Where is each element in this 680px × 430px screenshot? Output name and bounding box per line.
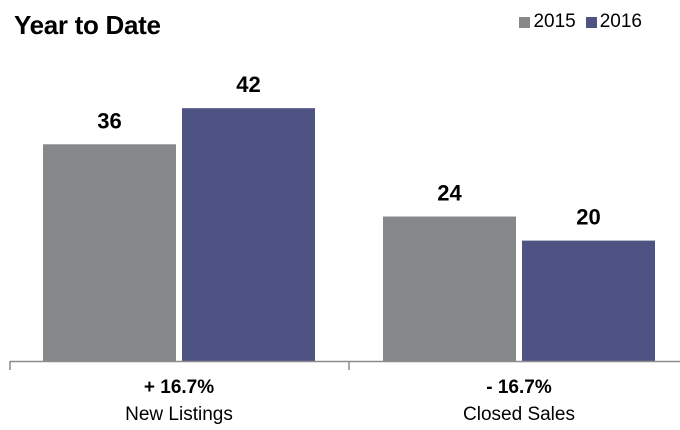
data-label-new-listings-2015: 36	[97, 108, 121, 133]
legend-label-2015: 2015	[533, 11, 576, 32]
category-label-new-listings: New Listings	[125, 404, 233, 425]
chart-title: Year to Date	[14, 10, 161, 40]
data-label-closed-sales-2016: 20	[576, 205, 600, 230]
bar-closed-sales-2015	[383, 216, 516, 361]
category-label-closed-sales: Closed Sales	[463, 404, 575, 425]
bar-new-listings-2015	[43, 144, 176, 361]
legend-item-2015: 2015	[519, 11, 576, 33]
bar-new-listings-2016	[182, 108, 315, 361]
legend-label-2016: 2016	[599, 11, 642, 32]
data-label-new-listings-2016: 42	[236, 72, 260, 97]
bar-closed-sales-2016	[522, 240, 655, 361]
change-label-closed-sales: - 16.7%	[486, 377, 552, 398]
legend-item-2016: 2016	[585, 11, 642, 33]
legend: 2015 2016	[509, 11, 642, 33]
change-label-new-listings: + 16.7%	[144, 377, 214, 398]
legend-swatch-2016	[585, 16, 597, 28]
legend-swatch-2015	[519, 16, 531, 28]
data-label-closed-sales-2015: 24	[437, 181, 462, 206]
